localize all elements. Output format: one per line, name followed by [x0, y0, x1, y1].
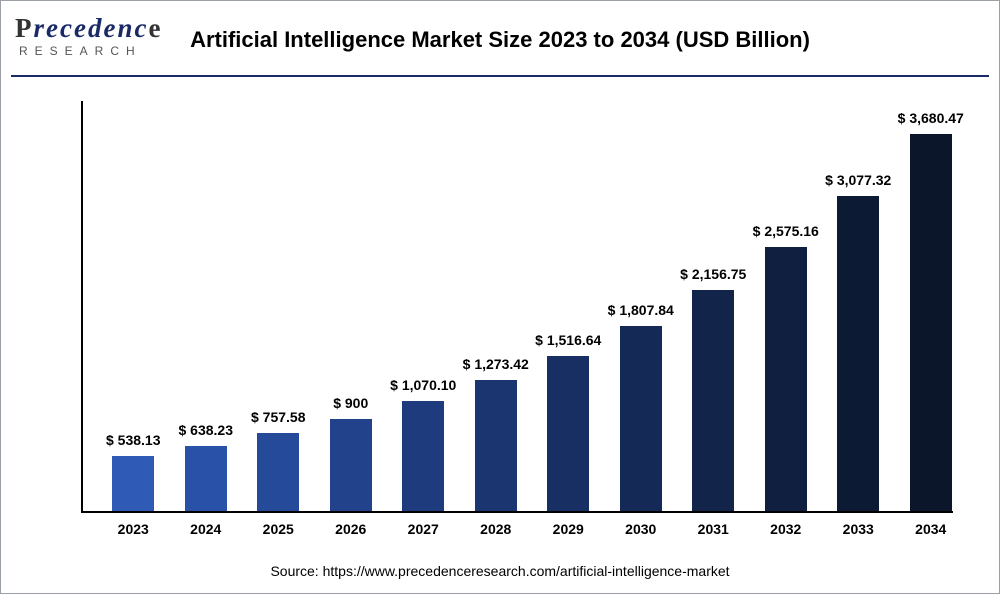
- bar-value-label: $ 900: [291, 395, 411, 411]
- x-axis-label: 2024: [176, 521, 236, 537]
- bar: [837, 196, 879, 511]
- x-axis-label: 2027: [393, 521, 453, 537]
- bar: [765, 247, 807, 511]
- bar: [910, 134, 952, 511]
- x-axis-label: 2030: [611, 521, 671, 537]
- x-axis-label: 2031: [683, 521, 743, 537]
- x-axis-label: 2028: [466, 521, 526, 537]
- bar: [547, 356, 589, 511]
- bar-value-label: $ 1,273.42: [436, 356, 556, 372]
- header: Precedence RESEARCH Artificial Intellige…: [1, 11, 999, 75]
- source-caption: Source: https://www.precedenceresearch.c…: [1, 563, 999, 579]
- x-axis-label: 2033: [828, 521, 888, 537]
- bar-value-label: $ 3,077.32: [798, 172, 918, 188]
- chart-frame: Precedence RESEARCH Artificial Intellige…: [0, 0, 1000, 594]
- bar: [257, 433, 299, 511]
- x-axis-label: 2032: [756, 521, 816, 537]
- x-axis-label: 2026: [321, 521, 381, 537]
- bar-value-label: $ 1,516.64: [508, 332, 628, 348]
- bar: [402, 401, 444, 511]
- bar: [330, 419, 372, 511]
- bar: [620, 326, 662, 511]
- bar: [475, 380, 517, 511]
- bar-value-label: $ 1,807.84: [581, 302, 701, 318]
- chart-area: $ 538.13$ 638.23$ 757.58$ 900$ 1,070.10$…: [81, 101, 951, 511]
- x-axis-labels: 2023 2024 2025 2026 2027 2028 2029 2030 2031 2032…: [81, 521, 951, 545]
- bar: [112, 456, 154, 511]
- bar: [185, 446, 227, 511]
- x-axis-label: 2025: [248, 521, 308, 537]
- bars-container: $ 538.13$ 638.23$ 757.58$ 900$ 1,070.10$…: [81, 101, 951, 511]
- header-divider: [11, 75, 989, 77]
- bar-value-label: $ 1,070.10: [363, 377, 483, 393]
- bar-value-label: $ 757.58: [218, 409, 338, 425]
- chart-title: Artificial Intelligence Market Size 2023…: [1, 27, 999, 53]
- bar-value-label: $ 2,575.16: [726, 223, 846, 239]
- x-axis-label: 2034: [901, 521, 961, 537]
- bar: [692, 290, 734, 511]
- x-axis-label: 2029: [538, 521, 598, 537]
- bar-value-label: $ 3,680.47: [871, 110, 991, 126]
- x-axis-label: 2023: [103, 521, 163, 537]
- bar-value-label: $ 2,156.75: [653, 266, 773, 282]
